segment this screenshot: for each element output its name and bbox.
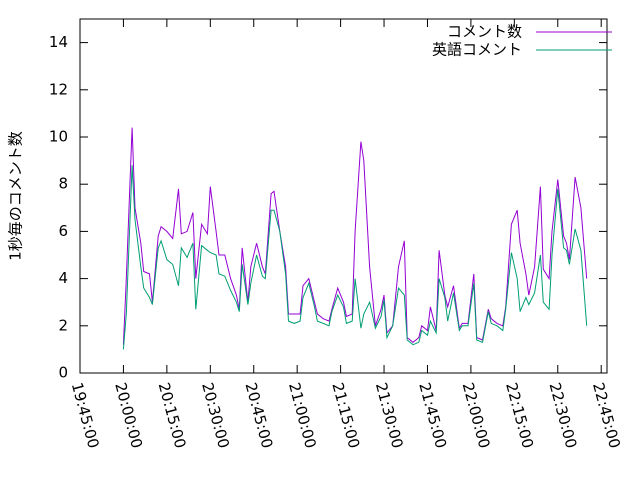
- y-tick-label: 6: [58, 222, 68, 240]
- x-tick-label: 22:30:00: [546, 381, 581, 451]
- x-tick-label: 19:45:00: [68, 381, 103, 451]
- x-tick-label: 20:30:00: [198, 381, 233, 451]
- x-tick-label: 21:30:00: [372, 381, 407, 451]
- y-tick-label: 12: [49, 80, 68, 98]
- x-tick-label: 21:45:00: [415, 381, 450, 451]
- series-line: [122, 127, 588, 345]
- plot-frame: [79, 18, 608, 374]
- x-tick-label: 22:00:00: [459, 381, 494, 451]
- x-tick-label: 21:00:00: [285, 381, 320, 451]
- y-tick-label: 2: [58, 316, 68, 334]
- x-tick-label: 22:45:00: [589, 381, 624, 451]
- y-axis-label: 1秒毎のコメント数: [7, 131, 25, 261]
- x-tick-label: 22:15:00: [502, 381, 537, 451]
- x-tick-label: 20:00:00: [111, 381, 146, 451]
- x-tick-label: 20:15:00: [155, 381, 190, 451]
- y-tick-label: 0: [58, 364, 68, 382]
- y-tick-label: 4: [58, 269, 68, 287]
- y-tick-label: 14: [49, 33, 68, 51]
- x-tick-label: 21:15:00: [328, 381, 363, 451]
- y-tick-label: 8: [58, 175, 68, 193]
- y-tick-label: 10: [49, 128, 68, 146]
- legend-label: コメント数: [447, 23, 522, 41]
- x-tick-label: 20:45:00: [242, 381, 277, 451]
- series-line: [122, 165, 588, 350]
- legend-label: 英語コメント: [432, 41, 522, 59]
